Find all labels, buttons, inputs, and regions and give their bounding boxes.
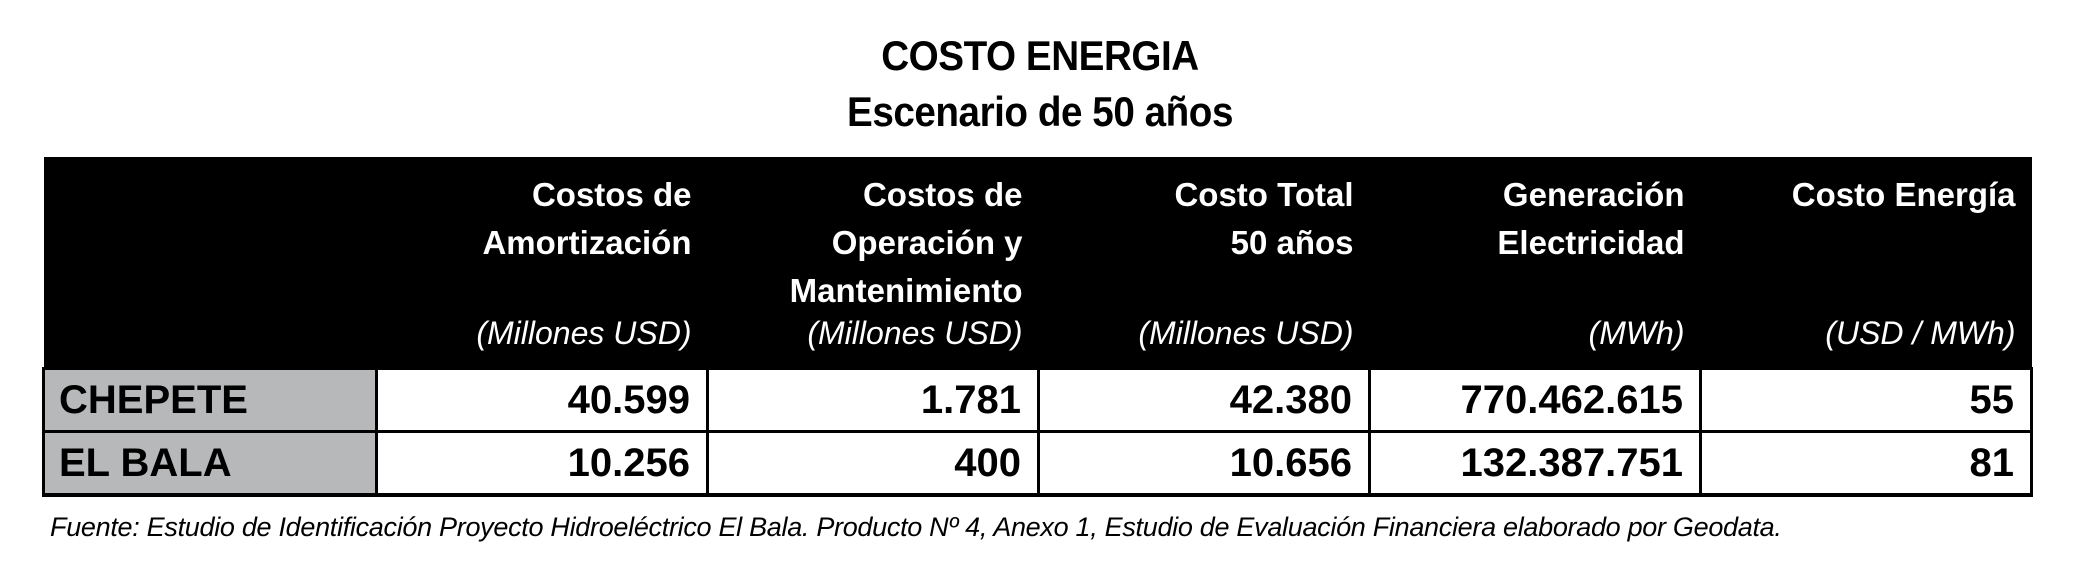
table-row: CHEPETE 40.599 1.781 42.380 770.462.615 … — [42, 367, 2033, 433]
row-label: CHEPETE — [42, 367, 378, 433]
header-unit: (Millones USD) — [807, 315, 1023, 351]
cell-costo-energia: 81 — [1699, 430, 2033, 497]
cell-costo-energia: 55 — [1699, 367, 2033, 433]
cell-operacion: 400 — [706, 430, 1040, 497]
table-body: CHEPETE 40.599 1.781 42.380 770.462.615 … — [42, 367, 2033, 497]
header-unit: (Millones USD) — [476, 315, 692, 351]
header-unit: (USD / MWh) — [1825, 315, 2016, 351]
title-subtitle: Escenario de 50 años — [847, 88, 1233, 135]
header-label: Generación Electricidad — [1497, 176, 1685, 261]
header-unit: (Millones USD) — [1138, 315, 1354, 351]
header-generacion: Generación Electricidad (MWh) — [1369, 157, 1701, 369]
header-unit: (MWh) — [1588, 315, 1685, 351]
header-amortizacion: Costos de Amortización (Millones USD) — [376, 157, 708, 369]
cell-operacion: 1.781 — [706, 367, 1040, 433]
cell-total: 42.380 — [1037, 367, 1371, 433]
header-label: Costos de Amortización — [482, 176, 692, 261]
cost-energy-table: Costos de Amortización (Millones USD) Co… — [42, 157, 2033, 497]
header-empty-cell — [43, 157, 377, 369]
row-label: EL BALA — [42, 430, 378, 497]
source-note: Fuente: Estudio de Identificación Proyec… — [50, 512, 1782, 542]
header-costo-total: Costo Total 50 años (Millones USD) — [1038, 157, 1370, 369]
cell-generacion: 132.387.751 — [1368, 430, 1702, 497]
header-label: Costo Energía — [1791, 176, 2016, 213]
cell-generacion: 770.462.615 — [1368, 367, 1702, 433]
cell-total: 10.656 — [1037, 430, 1371, 497]
header-label: Costo Total 50 años — [1174, 176, 1354, 261]
cell-amortizacion: 40.599 — [375, 367, 709, 433]
header-costo-energia: Costo Energía (USD / MWh) — [1700, 157, 2032, 369]
table-header: Costos de Amortización (Millones USD) Co… — [43, 157, 2032, 369]
header-label: Costos de Operación y Mantenimiento — [789, 176, 1023, 309]
table-row: EL BALA 10.256 400 10.656 132.387.751 81 — [42, 430, 2033, 497]
title-main: COSTO ENERGIA — [881, 32, 1199, 79]
cell-amortizacion: 10.256 — [375, 430, 709, 497]
table-title: COSTO ENERGIA Escenario de 50 años — [0, 28, 2080, 140]
header-operacion-mantenimiento: Costos de Operación y Mantenimiento (Mil… — [707, 157, 1039, 369]
